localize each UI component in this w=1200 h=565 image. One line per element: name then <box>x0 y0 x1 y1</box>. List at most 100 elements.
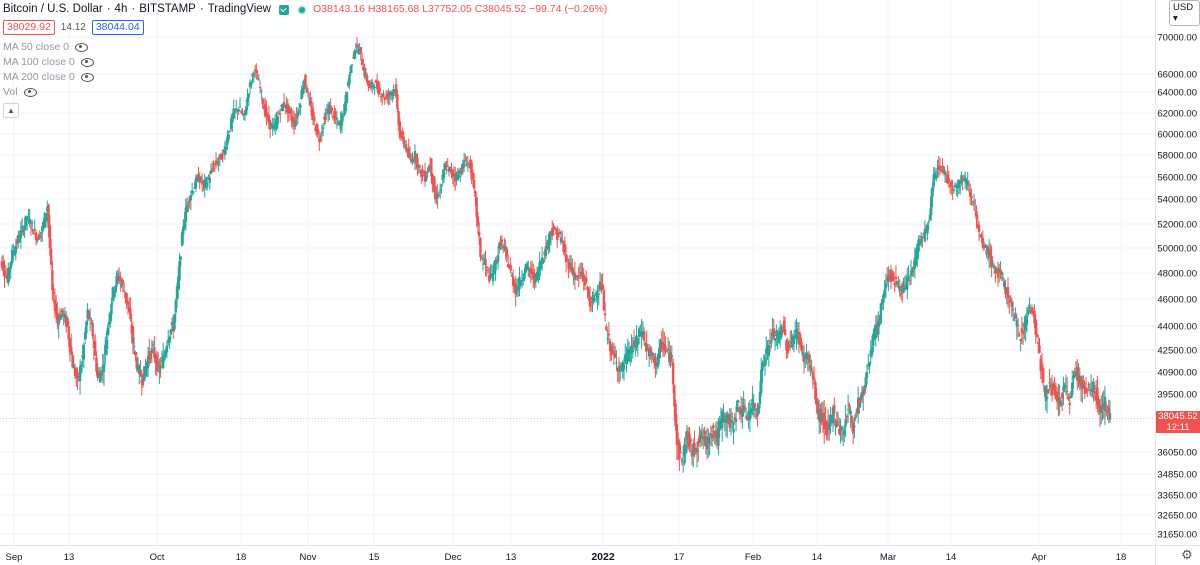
candle-body <box>156 361 160 365</box>
candle-body <box>630 345 633 354</box>
candle-body <box>219 153 223 160</box>
candle-body <box>127 306 131 312</box>
candle-body <box>962 175 966 177</box>
candle-body <box>240 111 243 113</box>
candle-body <box>684 445 687 454</box>
eye-hidden-icon[interactable] <box>80 58 94 67</box>
candle-body <box>799 334 802 343</box>
candle-body <box>741 412 744 417</box>
candle-body <box>520 279 524 281</box>
candle-body <box>722 411 725 422</box>
candle-body <box>525 263 529 267</box>
candle-body <box>131 326 135 344</box>
candle-body <box>175 286 179 300</box>
candle-body <box>39 232 43 234</box>
candle-body <box>778 330 782 338</box>
candle-body <box>602 290 606 310</box>
x-tick-label: 18 <box>1116 552 1127 563</box>
candle-body <box>310 106 313 116</box>
candle-body <box>287 105 291 114</box>
candle-body <box>52 291 55 294</box>
candle-body <box>212 168 215 170</box>
candle-body <box>969 192 972 197</box>
candle-body <box>494 259 497 271</box>
candle-body <box>447 167 451 172</box>
candle-body <box>183 220 186 229</box>
indicator-ma200[interactable]: MA 200 close 0 <box>3 70 607 85</box>
candle-body <box>256 78 259 80</box>
buy-price-button[interactable]: 38044.04 <box>91 20 144 35</box>
gear-icon[interactable]: ⚙ <box>1181 547 1193 562</box>
candle-body <box>1078 377 1081 385</box>
candle-body <box>265 107 268 117</box>
candle-body <box>616 367 619 372</box>
candle-body <box>953 184 957 187</box>
candle-body <box>349 66 352 74</box>
candle-body <box>765 348 768 354</box>
candle-body <box>689 438 692 442</box>
indicator-ma50[interactable]: MA 50 close 0 <box>3 40 607 55</box>
candle-body <box>1067 397 1070 399</box>
interval-label[interactable]: 4h <box>114 3 128 15</box>
candle-body <box>894 276 898 280</box>
candle-body <box>688 433 691 445</box>
candle-body <box>538 262 541 276</box>
candle-body <box>596 295 599 298</box>
indicator-ma100[interactable]: MA 100 close 0 <box>3 55 607 70</box>
candle-body <box>504 246 507 250</box>
eye-hidden-icon[interactable] <box>23 88 37 97</box>
candle-body <box>339 120 342 130</box>
candle-body <box>72 365 75 369</box>
indicator-vol[interactable]: Vol <box>3 85 607 100</box>
candle-body <box>898 285 901 292</box>
candle-body <box>518 276 521 290</box>
candle-body <box>455 172 458 180</box>
candle-body <box>1039 358 1042 372</box>
candle-body <box>1045 396 1049 400</box>
candle-body <box>192 191 195 193</box>
candle-body <box>404 144 408 151</box>
candle-body <box>885 278 889 281</box>
candle-body <box>995 268 998 273</box>
candle-body <box>911 269 914 273</box>
candle-body <box>279 113 282 115</box>
candle-body <box>964 177 967 182</box>
candle-body <box>635 335 638 348</box>
candle-body <box>878 318 881 325</box>
market-status-icon <box>298 6 305 13</box>
eye-hidden-icon[interactable] <box>74 43 88 52</box>
candle-body <box>571 266 574 274</box>
candle-body <box>567 260 570 270</box>
candle-body <box>752 405 755 411</box>
eye-hidden-icon[interactable] <box>80 73 94 82</box>
candle-body <box>441 174 444 181</box>
candle-body <box>671 362 675 385</box>
candle-body <box>770 341 773 344</box>
candle-body <box>699 431 702 437</box>
candle-body <box>475 197 478 218</box>
candle-body <box>313 116 316 121</box>
candle-body <box>276 116 279 125</box>
candle-body <box>493 262 496 274</box>
collapse-legend-button[interactable]: ▲ <box>3 103 19 118</box>
candle-body <box>320 131 324 134</box>
currency-button[interactable]: USD ▾ <box>1169 0 1200 26</box>
sell-price-button[interactable]: 38029.92 <box>3 20 55 35</box>
y-tick-label: 46000.00 <box>1157 295 1197 306</box>
source-label: TradingView <box>207 3 271 15</box>
symbol-name[interactable]: Bitcoin / U.S. Dollar <box>3 3 103 15</box>
candle-body <box>184 207 188 223</box>
candle-body <box>620 365 623 368</box>
candle-body <box>1084 387 1088 394</box>
candle-body <box>907 276 910 278</box>
candle-body <box>926 225 929 234</box>
candle-body <box>976 223 979 229</box>
candle-body <box>245 106 248 115</box>
candle-body <box>471 173 475 180</box>
candle-body <box>617 365 621 373</box>
candle-body <box>222 150 225 152</box>
candle-body <box>785 340 788 351</box>
candle-body <box>708 442 711 444</box>
